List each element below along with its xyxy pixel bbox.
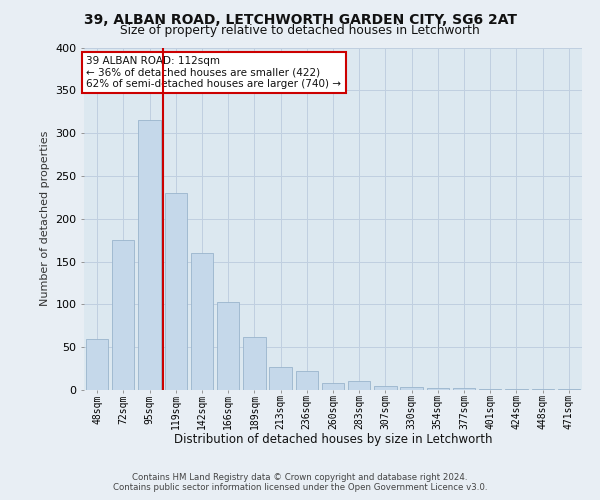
Bar [558,389,580,390]
Bar [427,388,449,390]
Text: 39, ALBAN ROAD, LETCHWORTH GARDEN CITY, SG6 2AT: 39, ALBAN ROAD, LETCHWORTH GARDEN CITY, … [83,12,517,26]
Text: 39 ALBAN ROAD: 112sqm
← 36% of detached houses are smaller (422)
62% of semi-det: 39 ALBAN ROAD: 112sqm ← 36% of detached … [86,56,341,90]
Bar [348,382,370,390]
Bar [296,371,318,390]
Bar [139,120,161,390]
Bar [400,386,423,390]
Bar [112,240,134,390]
Bar [164,193,187,390]
Bar [86,338,108,390]
Bar [453,388,475,390]
Bar [479,389,502,390]
Bar [532,389,554,390]
Bar [191,253,213,390]
Bar [243,337,266,390]
Text: Size of property relative to detached houses in Letchworth: Size of property relative to detached ho… [120,24,480,37]
Text: Distribution of detached houses by size in Letchworth: Distribution of detached houses by size … [174,432,492,446]
Bar [374,386,397,390]
Bar [269,367,292,390]
Bar [217,302,239,390]
Bar [505,389,527,390]
Text: Contains public sector information licensed under the Open Government Licence v3: Contains public sector information licen… [113,484,487,492]
Y-axis label: Number of detached properties: Number of detached properties [40,131,50,306]
Text: Contains HM Land Registry data © Crown copyright and database right 2024.: Contains HM Land Registry data © Crown c… [132,472,468,482]
Bar [322,383,344,390]
